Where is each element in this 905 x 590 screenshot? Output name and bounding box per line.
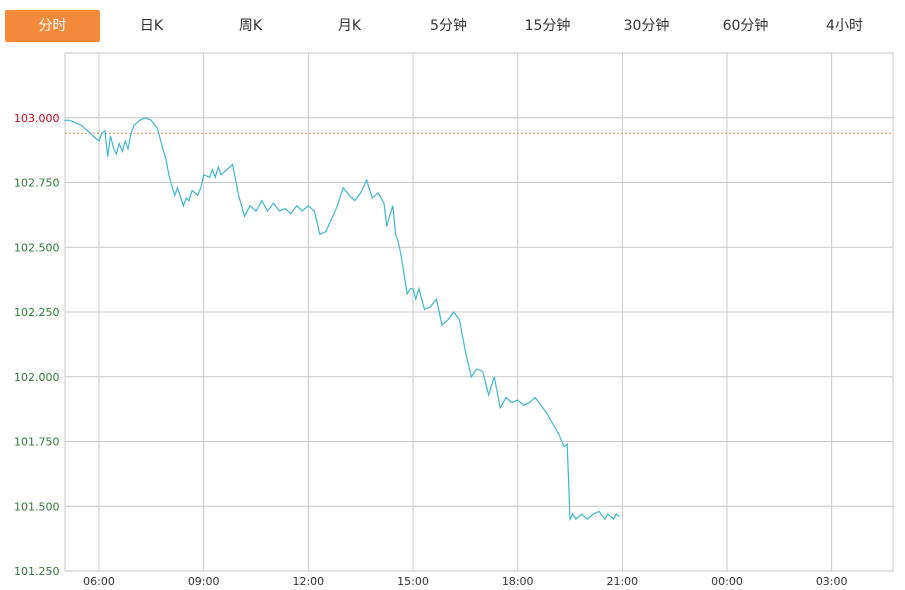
x-tick-label: 15:00 <box>397 575 429 588</box>
y-tick-label: 102.250 <box>14 306 60 319</box>
tab-5[interactable]: 5分钟 <box>430 18 467 34</box>
x-tick-label: 21:00 <box>606 575 638 588</box>
y-tick-label: 103.000 <box>14 112 60 125</box>
chart-period-tabs: 分时 日K 周K 月K 5分钟 15分钟 30分钟 60分钟 4小时 <box>0 0 905 48</box>
price-line <box>64 117 620 522</box>
x-tick-label: 12:00 <box>292 575 324 588</box>
y-tick-label: 101.750 <box>14 436 60 449</box>
tab-4[interactable]: 月K <box>337 18 362 34</box>
tab-7[interactable]: 30分钟 <box>623 18 670 34</box>
y-tick-label: 102.500 <box>14 241 60 254</box>
x-tick-label: 09:00 <box>188 575 220 588</box>
x-tick-label: 18:00 <box>502 575 534 588</box>
x-tick-label: 00:00 <box>711 575 743 588</box>
chart-grid <box>64 52 894 572</box>
y-tick-label: 102.000 <box>14 371 60 384</box>
x-tick-label: 06:00 <box>83 575 115 588</box>
tab-6[interactable]: 15分钟 <box>524 18 571 34</box>
y-tick-label: 102.750 <box>14 177 60 190</box>
y-axis-labels: 103.000 102.750 102.500 102.250 102.000 101.7… <box>14 112 60 578</box>
tab-8[interactable]: 60分钟 <box>722 18 769 34</box>
x-axis-labels: 06:00 09:00 12:00 15:00 18:00 21:00 00:00 03:00 <box>83 575 847 588</box>
tab-3[interactable]: 周K <box>238 18 263 34</box>
y-tick-label: 101.500 <box>14 500 60 513</box>
tab-1[interactable]: 分时 <box>5 10 100 42</box>
tab-9[interactable]: 4小时 <box>826 18 863 34</box>
tab-2[interactable]: 日K <box>139 18 164 34</box>
x-tick-label: 03:00 <box>816 575 848 588</box>
y-tick-label: 101.250 <box>14 565 60 578</box>
price-series <box>64 117 620 522</box>
